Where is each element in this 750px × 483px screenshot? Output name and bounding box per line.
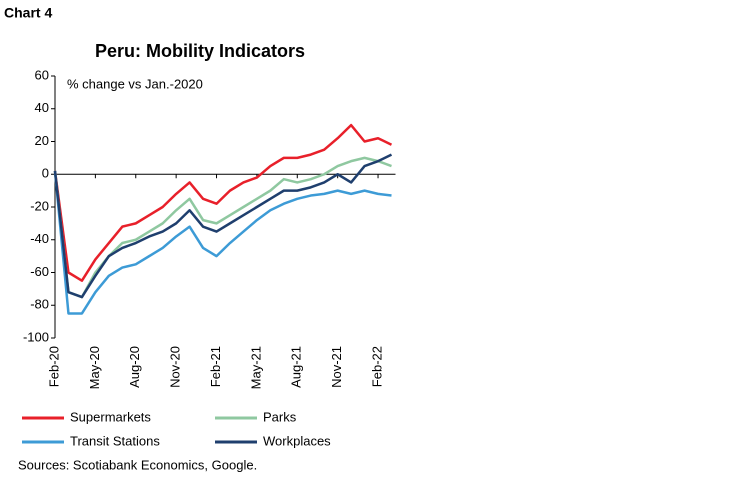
y-tick-label: -100 (23, 329, 49, 344)
chart-label: Chart 4 (4, 5, 52, 21)
y-tick-label: 20 (35, 133, 49, 148)
x-tick-label: Aug-21 (289, 346, 304, 388)
x-tick-label: Feb-22 (369, 346, 384, 387)
x-tick-label: Nov-20 (168, 346, 183, 388)
y-tick-label: -60 (30, 264, 49, 279)
source-note: Sources: Scotiabank Economics, Google. (18, 457, 257, 472)
series-line (53, 123, 393, 282)
legend-label: Transit Stations (70, 433, 160, 448)
y-tick-label: -40 (30, 231, 49, 246)
x-tick-label: May-21 (248, 346, 263, 389)
x-tick-label: Aug-20 (127, 346, 142, 388)
y-tick-label: 0 (42, 166, 49, 181)
y-tick-label: 40 (35, 100, 49, 115)
chart-title: Peru: Mobility Indicators (95, 41, 305, 61)
x-tick-label: Nov-21 (329, 346, 344, 388)
chart-subtitle: % change vs Jan.-2020 (67, 76, 203, 91)
legend-label: Workplaces (263, 433, 331, 448)
y-tick-label: 60 (35, 67, 49, 82)
series-line (53, 170, 392, 315)
legend-label: Supermarkets (70, 409, 151, 424)
x-tick-label: May-20 (87, 346, 102, 389)
legend-label: Parks (263, 409, 297, 424)
x-tick-label: Feb-20 (46, 346, 61, 387)
series-line (53, 153, 393, 299)
y-tick-label: -20 (30, 198, 49, 213)
x-tick-label: Feb-21 (208, 346, 223, 387)
y-tick-label: -80 (30, 297, 49, 312)
